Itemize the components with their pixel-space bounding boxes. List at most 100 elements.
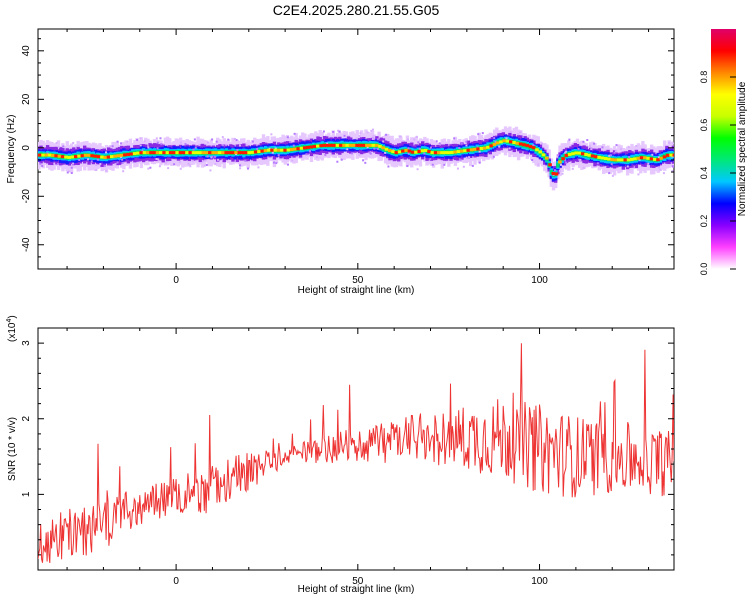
spec-peak-cell (580, 152, 585, 156)
spec-speckle (582, 140, 585, 143)
spec-speckle (628, 156, 631, 159)
spec-speckle (565, 161, 568, 164)
spec-speckle (286, 136, 289, 139)
spec-peak-cell (636, 156, 641, 160)
spec-speckle (338, 130, 341, 133)
spec-peak-cell (407, 149, 412, 153)
spec-peak-cell (486, 145, 490, 149)
spec-speckle (517, 133, 520, 136)
spec-speckle (57, 146, 60, 149)
spec-peak-cell (522, 143, 526, 147)
spec-peak-cell (155, 151, 160, 155)
spec-speckle (68, 170, 71, 173)
colorbar-label: Normalized spectral amplitude (737, 81, 748, 216)
spec-peak-cell (178, 151, 183, 155)
spec-speckle (149, 166, 152, 169)
spec-peak-cell (263, 149, 268, 153)
spec-peak-cell (365, 143, 369, 147)
figure-title: C2E4.2025.280.21.55.G05 (273, 2, 440, 18)
spec-speckle (139, 144, 142, 147)
spec-peak-cell (518, 142, 523, 146)
spec-speckle (456, 167, 459, 170)
spec-peak-cell (613, 158, 618, 162)
spec-peak-cell (456, 150, 461, 154)
spec-peak-cell (610, 158, 614, 162)
spec-speckle (565, 150, 568, 153)
spec-speckle (156, 147, 159, 150)
spec-speckle (336, 160, 339, 163)
spec-speckle (471, 164, 474, 167)
spec-speckle (553, 169, 556, 172)
spec-speckle (90, 160, 93, 163)
spec-speckle (564, 151, 567, 154)
spec-speckle (626, 165, 629, 168)
spec-peak-cell (312, 145, 317, 149)
spec-speckle (373, 147, 376, 150)
spec-peak-cell (67, 155, 72, 159)
spec-speckle (315, 156, 318, 159)
spec-speckle (662, 172, 665, 175)
snr-marks (38, 343, 674, 564)
spec-peak-cell (574, 151, 579, 155)
spec-speckle (293, 132, 296, 135)
spec-peak-cell (440, 151, 444, 155)
spec-speckle (370, 129, 373, 132)
spec-speckle (559, 163, 562, 166)
spec-speckle (179, 167, 182, 170)
spec-speckle (95, 164, 98, 167)
spec-speckle (498, 145, 501, 148)
spec-speckle (274, 147, 277, 150)
spec-peak-cell (584, 152, 588, 156)
spec-ytick-label: -20 (21, 189, 32, 204)
spec-peak-cell (368, 143, 372, 147)
spec-speckle (121, 158, 124, 161)
spec-speckle (458, 147, 461, 150)
spec-peak-cell (227, 151, 232, 155)
spec-peak-cell (381, 146, 386, 150)
spec-speckle (96, 158, 99, 161)
spec-peak-cell (172, 151, 176, 155)
spec-speckle (53, 162, 56, 165)
spec-speckle (369, 152, 372, 155)
spec-peak-cell (211, 151, 215, 155)
spec-peak-cell (273, 148, 278, 152)
spec-speckle (201, 160, 204, 163)
spec-peak-cell (652, 157, 657, 161)
spec-speckle (247, 167, 250, 170)
spec-peak-cell (283, 148, 287, 152)
spec-peak-cell (535, 148, 539, 152)
spec-peak-cell (175, 151, 179, 155)
spec-peak-cell (649, 157, 654, 161)
spec-peak-cell (280, 148, 284, 152)
spec-speckle (289, 141, 292, 144)
spec-speckle (324, 153, 327, 156)
spec-speckle (376, 138, 379, 141)
spec-peak-cell (607, 157, 611, 161)
spec-speckle (608, 154, 611, 157)
spec-cell (556, 162, 560, 168)
spec-peak-cell (633, 157, 637, 161)
spec-peak-cell (639, 156, 644, 160)
spec-speckle (147, 167, 150, 170)
spec-peak-cell (322, 143, 327, 147)
spec-speckle (477, 133, 480, 136)
spec-peak-cell (51, 153, 55, 157)
spec-speckle (251, 140, 254, 143)
spec-peak-cell (70, 155, 75, 159)
svg-text:(x104): (x104) (6, 315, 18, 342)
spec-speckle (376, 147, 379, 150)
spec-speckle (167, 167, 170, 170)
spec-peak-cell (646, 156, 650, 160)
spec-speckle (531, 159, 534, 162)
spec-speckle (593, 142, 596, 145)
spec-peak-cell (185, 151, 189, 155)
spec-peak-cell (224, 151, 229, 155)
spec-peak-cell (44, 153, 49, 157)
spec-peak-cell (603, 157, 608, 161)
spec-speckle (205, 163, 208, 166)
spec-speckle (326, 142, 329, 145)
spec-peak-cell (126, 152, 130, 156)
spec-peak-cell (577, 151, 582, 155)
spec-speckle (221, 136, 224, 139)
spec-speckle (577, 147, 580, 150)
